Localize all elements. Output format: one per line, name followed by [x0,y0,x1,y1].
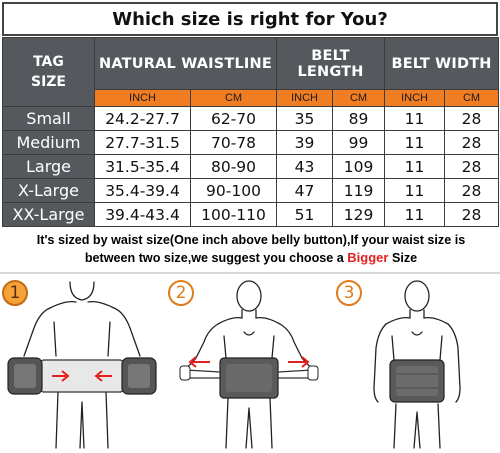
sizing-note-line2: between two size,we suggest you choose a… [6,249,496,267]
waist-cm: 70-78 [189,130,278,155]
arrow-right-icon [52,370,70,382]
step-1-badge: 1 [2,280,28,306]
waist-inch: 39.4-43.4 [94,202,191,227]
unit-cell: CM [332,89,386,107]
length-cm: 109 [332,154,386,179]
size-label: X-Large [2,178,95,203]
bigger-emphasis: Bigger [347,250,389,265]
table-row: XX-Large 39.4-43.4 100-110 51 129 11 28 [2,202,500,227]
length-inch: 47 [276,178,334,203]
width-cm: 28 [444,154,500,179]
size-label: Small [2,106,95,131]
step-1-panel: 1 [0,278,164,453]
length-inch: 35 [276,106,334,131]
step-3-illustration [373,280,461,449]
length-cm: 129 [332,202,386,227]
tag-size-line2: SIZE [30,74,66,90]
table-row: Large 31.5-35.4 80-90 43 109 11 28 [2,154,500,179]
sizing-note: It's sized by waist size(One inch above … [6,232,496,267]
sizing-note-prefix: between two size,we suggest you choose a [84,251,348,265]
size-table: TAG SIZE NATURAL WAISTLINE BELT LENGTH B… [2,37,500,227]
arrow-left-icon [94,370,112,382]
table-row: Small 24.2-27.7 62-70 35 89 11 28 [2,106,500,131]
waist-cm: 100-110 [189,202,278,227]
size-label: Large [2,154,95,179]
waist-cm: 80-90 [189,154,278,179]
width-inch: 11 [384,154,446,179]
waist-cm: 90-100 [189,178,278,203]
waist-inch: 35.4-39.4 [94,178,191,203]
table-row: X-Large 35.4-39.4 90-100 47 119 11 28 [2,178,500,203]
natural-waistline-header: NATURAL WAISTLINE [93,37,278,90]
width-inch: 11 [384,178,446,203]
width-inch: 11 [384,106,446,131]
length-cm: 89 [332,106,386,131]
unit-cell: INCH [276,89,334,107]
waist-inch: 31.5-35.4 [94,154,191,179]
waist-inch: 24.2-27.7 [94,106,191,131]
unit-row: INCH CM INCH CM INCH CM [3,89,500,107]
tag-size-line1: TAG [33,54,64,70]
unit-cell: CM [189,89,278,107]
step-2-panel: 2 [166,278,332,453]
sizing-note-line1: It's sized by waist size(One inch above … [36,233,466,247]
unit-cell: INCH [384,89,446,107]
width-cm: 28 [444,106,500,131]
length-cm: 119 [332,178,386,203]
waist-inch: 27.7-31.5 [94,130,191,155]
width-cm: 28 [444,178,500,203]
belt-width-header: BELT WIDTH [384,37,500,90]
width-inch: 11 [384,202,446,227]
size-label: XX-Large [2,202,95,227]
arrow-left-icon [188,356,210,368]
length-inch: 39 [276,130,334,155]
chart-title: Which size is right for You? [2,2,498,36]
length-inch: 43 [276,154,334,179]
length-cm: 99 [332,130,386,155]
width-inch: 11 [384,130,446,155]
width-cm: 28 [444,130,500,155]
length-inch: 51 [276,202,334,227]
tag-size-header: TAG SIZE [2,37,95,107]
belt-length-header: BELT LENGTH [276,37,386,90]
sizing-note-suffix: Size [388,251,418,265]
header-row: TAG SIZE NATURAL WAISTLINE BELT LENGTH B… [2,37,500,107]
waist-cm: 62-70 [189,106,278,131]
step-3-badge: 3 [336,280,362,306]
step-1-illustration [7,281,157,449]
table-row: Medium 27.7-31.5 70-78 39 99 11 28 [2,130,500,155]
step-2-illustration [179,280,319,449]
step-3-panel: 3 [334,278,500,453]
size-label: Medium [2,130,95,155]
unit-cell: CM [444,89,500,107]
unit-cell: INCH [94,89,191,107]
width-cm: 28 [444,202,500,227]
step-2-badge: 2 [168,280,194,306]
arrow-right-icon [288,356,310,368]
section-divider [0,272,500,274]
